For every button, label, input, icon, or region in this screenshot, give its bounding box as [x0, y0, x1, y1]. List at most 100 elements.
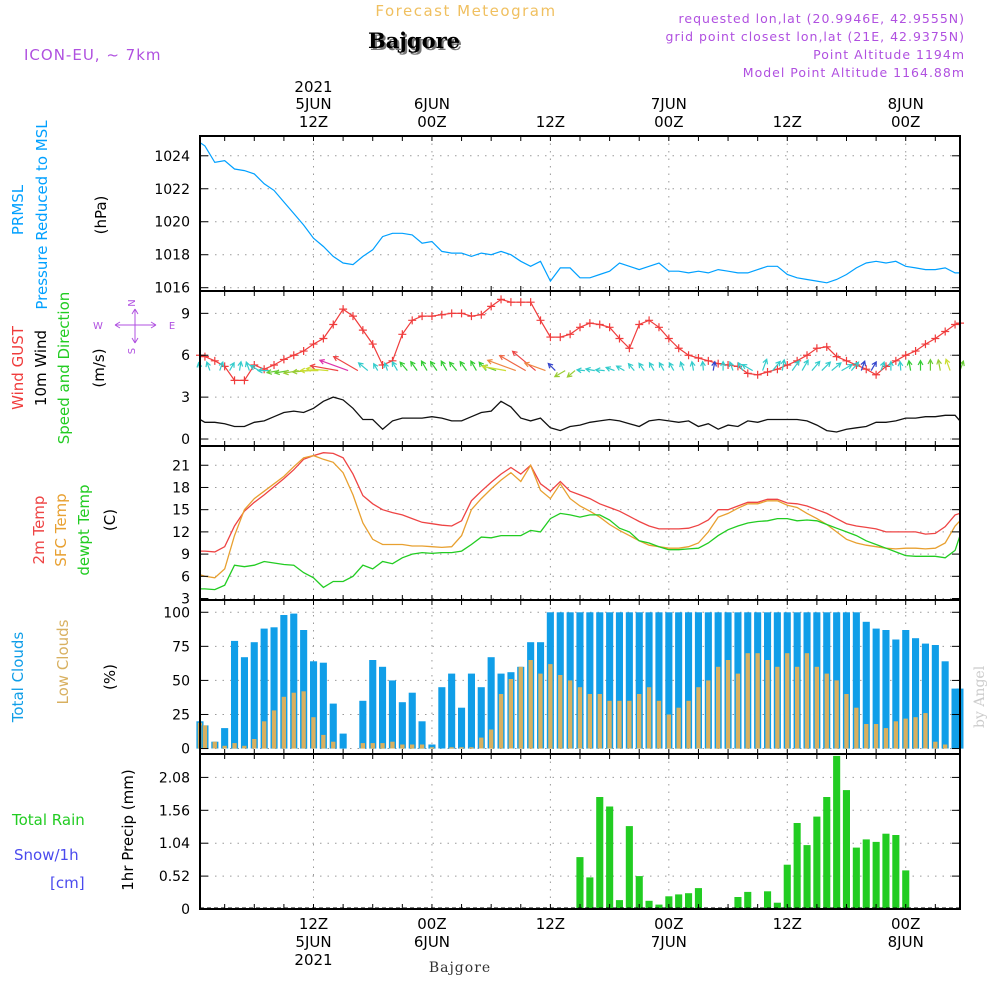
- wind-gust-point: [911, 347, 920, 356]
- precip-label-rain: Total Rain: [11, 811, 85, 829]
- wind-direction-arrow: [679, 360, 685, 371]
- wind-direction-arrow: [668, 361, 675, 371]
- wind-direction-arrow: [429, 360, 438, 371]
- total-clouds-bar: [685, 612, 693, 749]
- wind-direction-arrow: [880, 360, 886, 371]
- pressure-label-unit: (hPa): [92, 196, 110, 235]
- total-clouds-bar: [852, 612, 860, 749]
- wind-gust-point: [576, 323, 584, 332]
- wind-direction-arrow: [305, 366, 329, 372]
- wind-direction-arrow: [627, 362, 635, 371]
- total-clouds-bar: [458, 707, 466, 749]
- total-clouds-bar: [280, 615, 288, 749]
- wind-gust-point: [704, 356, 713, 365]
- low-clouds-bar: [222, 745, 227, 749]
- wind-direction-arrow: [772, 360, 782, 371]
- low-clouds-bar: [380, 743, 385, 749]
- total-clouds-bar: [231, 640, 239, 749]
- wind-gust-point: [812, 344, 821, 353]
- wind-gust-point: [931, 334, 940, 343]
- low-clouds-bar: [893, 721, 898, 749]
- wind-gust-point: [595, 320, 604, 329]
- wind-gust-point: [654, 323, 663, 332]
- total-clouds-bar: [428, 744, 436, 749]
- low-clouds-bar: [459, 747, 464, 749]
- wind-direction-arrow: [511, 350, 536, 372]
- bottom-time-hour: 00Z: [654, 915, 683, 933]
- wind-gust-point: [566, 330, 575, 339]
- wind-gust-point: [546, 333, 555, 342]
- total-clouds-bar: [467, 673, 475, 749]
- wind-direction-arrow: [486, 359, 517, 372]
- precip-bar: [842, 790, 850, 909]
- temp-sfc-line: [199, 454, 961, 579]
- total-clouds-bar: [842, 612, 850, 749]
- total-clouds-bar: [270, 627, 278, 749]
- wind-gust-point: [674, 344, 683, 353]
- pressure-label-prmsl: PRMSL: [9, 184, 27, 235]
- total-clouds-bar: [931, 645, 939, 749]
- wind-direction-arrow: [689, 360, 696, 371]
- temp-label-2m: 2m Temp: [30, 496, 48, 565]
- bottom-time-date: 8JUN: [888, 933, 924, 951]
- wind-direction-arrow: [801, 359, 809, 371]
- wind-direction-arrow: [658, 361, 665, 371]
- pressure-ytick-label: 1022: [154, 182, 190, 198]
- low-clouds-bar: [538, 673, 543, 749]
- wind-gust-point: [289, 351, 298, 360]
- wind-gust-point: [862, 365, 871, 374]
- precip-bar: [586, 877, 594, 909]
- total-clouds-bar: [408, 692, 416, 749]
- low-clouds-bar: [725, 660, 731, 749]
- low-clouds-bar: [785, 653, 790, 749]
- chart-title-front: Bajgore: [368, 28, 460, 53]
- wind-direction-arrow: [481, 364, 507, 372]
- low-clouds-bar: [627, 700, 632, 749]
- precip-bar: [833, 755, 841, 909]
- wind-direction-arrow: [237, 360, 244, 371]
- wind-gust-point: [881, 362, 890, 371]
- wind-gust-point: [951, 320, 960, 329]
- wind-gust-point: [891, 356, 900, 365]
- precip-label-snow-unit: [cm]: [50, 874, 85, 892]
- footer-location: Bajgore: [429, 960, 491, 976]
- wind-gust-point: [585, 319, 594, 328]
- precip-bar: [902, 870, 910, 909]
- wind-direction-arrow: [410, 360, 418, 371]
- wind-direction-arrow: [332, 355, 359, 372]
- precip-label-snow: Snow/1h: [14, 846, 79, 864]
- wind-direction-arrow: [383, 361, 389, 371]
- low-clouds-bar: [548, 664, 553, 749]
- precip-bar: [852, 847, 860, 909]
- total-clouds-bar: [319, 662, 327, 749]
- wind-gust-point: [230, 376, 239, 385]
- precip-ytick-label: 0.52: [159, 869, 190, 885]
- precip-ytick-label: 2.08: [159, 770, 190, 786]
- total-clouds-bar: [438, 687, 446, 749]
- precip-bar: [615, 900, 623, 909]
- low-clouds-bar: [429, 747, 435, 749]
- wind-direction-arrow: [791, 359, 800, 371]
- low-clouds-bar: [301, 691, 306, 749]
- wind-direction-arrow: [575, 367, 585, 374]
- wind-direction-arrow: [566, 370, 576, 378]
- chart-subtitle: Forecast Meteogram: [375, 2, 556, 20]
- wind-gust-point: [457, 309, 466, 318]
- wind-direction-arrow: [850, 361, 860, 371]
- top-time-date: 6JUN: [414, 95, 450, 113]
- total-clouds-bar: [882, 630, 890, 749]
- precip-ytick-label: 1.56: [159, 803, 190, 819]
- gridpoint-coords: grid point closest lon,lat (21E, 42.9375…: [666, 29, 965, 44]
- precip-bar: [625, 826, 633, 909]
- total-clouds-bar: [310, 661, 318, 749]
- low-clouds-bar: [676, 707, 681, 749]
- wind-direction-arrow: [205, 360, 211, 371]
- compass-east: E: [169, 321, 175, 332]
- clouds-ytick-label: 50: [172, 673, 190, 689]
- wind-direction-arrow: [523, 361, 546, 372]
- precip-bar: [882, 833, 890, 909]
- wind-gust-point: [358, 326, 367, 335]
- wind-gust-point: [408, 316, 417, 325]
- model-label: ICON-EU, ~ 7km: [24, 46, 162, 64]
- low-clouds-bar: [903, 718, 908, 749]
